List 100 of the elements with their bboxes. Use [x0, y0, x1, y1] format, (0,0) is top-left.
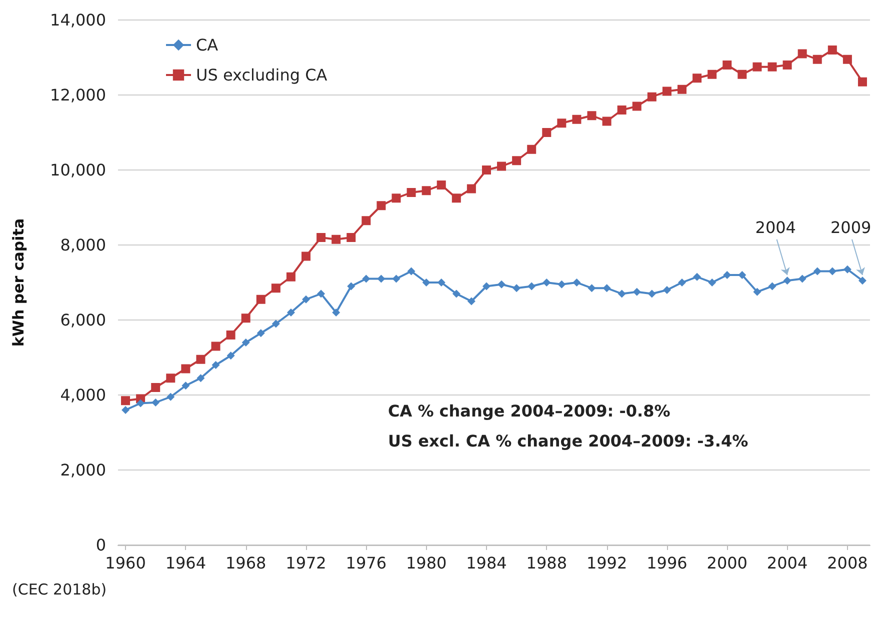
- annotation: US excl. CA % change 2004–2009: -3.4%: [388, 432, 748, 450]
- point: [678, 84, 686, 94]
- point: [196, 374, 205, 382]
- point: [467, 297, 476, 306]
- point: [392, 274, 400, 283]
- point: [512, 284, 521, 292]
- point: [723, 271, 732, 279]
- point: [678, 278, 686, 286]
- point: [166, 374, 176, 383]
- point: [256, 329, 265, 338]
- text: (CEC 2018b): [12, 580, 107, 598]
- point: [858, 77, 867, 86]
- x-tick-label: 1976: [346, 554, 387, 572]
- point: [332, 308, 340, 316]
- point: [602, 116, 612, 126]
- point: [588, 284, 596, 292]
- point: [196, 354, 206, 364]
- point: [482, 282, 490, 290]
- point: [241, 314, 250, 323]
- x-tick-label: 2000: [706, 554, 748, 572]
- x-tick-label: 2004: [766, 554, 808, 572]
- y-axis-title: kWh per capita: [10, 218, 28, 347]
- point: [497, 162, 506, 171]
- point: [738, 70, 747, 79]
- point: [722, 60, 732, 70]
- point: [708, 70, 717, 79]
- point: [858, 276, 866, 285]
- point: [122, 406, 130, 414]
- x-tick-label: 1996: [646, 554, 688, 572]
- point: [466, 184, 476, 194]
- point: [843, 265, 852, 274]
- annotation: 2004: [755, 218, 796, 238]
- point: [271, 284, 280, 293]
- point: [617, 106, 626, 114]
- point: [302, 252, 310, 261]
- point: [812, 54, 822, 64]
- point: [768, 282, 776, 290]
- point: [376, 201, 386, 210]
- y-tick-label: 2,000: [60, 460, 106, 480]
- point: [407, 267, 416, 276]
- point: [693, 272, 702, 281]
- point: [782, 60, 792, 70]
- point: [452, 290, 460, 298]
- x-tick-label: 1960: [105, 554, 146, 572]
- point: [226, 352, 235, 360]
- x-tick-label: 1984: [466, 554, 507, 572]
- point: [648, 290, 656, 298]
- point: [512, 156, 522, 166]
- point: [316, 233, 326, 242]
- point: [182, 382, 190, 390]
- point: [557, 118, 566, 128]
- point: [151, 383, 160, 392]
- point: [166, 392, 175, 401]
- point: [783, 276, 792, 285]
- point: [181, 364, 190, 374]
- point: [798, 274, 806, 283]
- y-tick-label: 0: [96, 536, 106, 554]
- point: [753, 288, 762, 296]
- point: [362, 216, 371, 226]
- point: [828, 46, 837, 54]
- annotation: CA % change 2004–2009: -0.8%: [388, 402, 670, 420]
- point: [121, 396, 130, 406]
- point: [332, 234, 341, 244]
- point: [272, 320, 280, 328]
- point: [632, 288, 641, 296]
- point: [286, 308, 295, 316]
- point: [422, 186, 431, 196]
- point: [482, 166, 491, 174]
- point: [528, 282, 536, 290]
- point: [406, 188, 416, 197]
- point: [498, 280, 506, 288]
- point: [302, 295, 310, 304]
- point: [286, 272, 296, 282]
- point: [136, 399, 145, 408]
- point: [647, 92, 656, 102]
- point: [152, 398, 160, 406]
- point: [226, 330, 236, 340]
- point: [618, 290, 626, 298]
- x-tick-label: 1968: [225, 554, 266, 572]
- point: [527, 144, 536, 154]
- point: [558, 280, 566, 288]
- point: [828, 267, 836, 276]
- x-tick-label: 1964: [165, 554, 206, 572]
- point: [436, 180, 446, 190]
- point: [572, 278, 581, 286]
- point: [587, 111, 596, 120]
- y-tick-label: 8,000: [60, 236, 106, 254]
- point: [692, 74, 702, 83]
- point: [347, 282, 356, 290]
- point: [842, 54, 852, 64]
- point: [317, 290, 326, 298]
- point: [738, 271, 746, 279]
- y-tick-label: 14,000: [50, 10, 106, 30]
- point: [452, 194, 461, 203]
- point: [211, 342, 220, 351]
- point: [768, 62, 777, 72]
- point: [377, 274, 386, 283]
- point: [662, 286, 671, 294]
- point: [242, 338, 250, 346]
- point: [437, 278, 446, 286]
